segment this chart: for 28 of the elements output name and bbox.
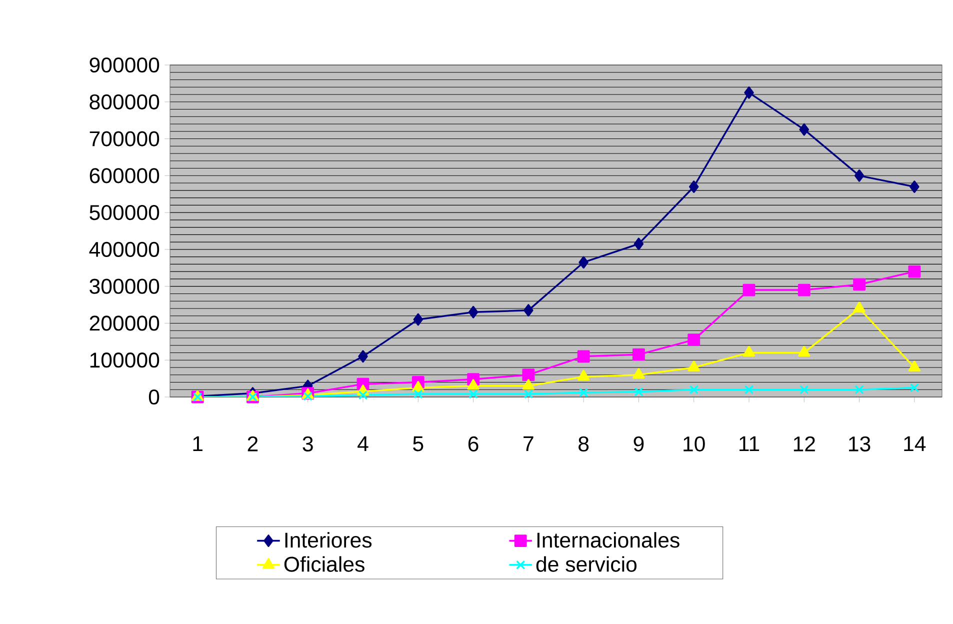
x-tick-label: 2 [248, 436, 258, 452]
legend-label: Internacionales [537, 532, 680, 548]
y-tick-label: 100000 [90, 352, 160, 368]
x-tick-label: 3 [302, 436, 313, 452]
y-tick-label: 400000 [89, 242, 160, 257]
x-tick-label: 13 [849, 436, 870, 452]
x-tick-label: 11 [740, 436, 760, 452]
legend-label: Oficiales [284, 556, 364, 572]
x-tick-label: 4 [358, 436, 368, 452]
x-tick-label: 8 [578, 436, 589, 452]
y-tick-label: 500000 [90, 205, 160, 220]
x-tick-label: 14 [904, 436, 926, 452]
y-tick-label: 300000 [90, 278, 160, 294]
legend-label: Interiores [285, 532, 372, 548]
x-tick-label: 10 [684, 436, 705, 452]
y-tick-label: 800000 [90, 94, 160, 110]
x-tick-label: 6 [468, 436, 478, 452]
x-tick-label: 9 [634, 436, 644, 452]
y-tick-label: 200000 [90, 316, 160, 331]
x-tick-label: 5 [413, 436, 424, 452]
legend-label: de servicio [536, 556, 637, 572]
x-tick-label: 12 [794, 436, 815, 452]
y-tick-label: 0 [148, 389, 160, 405]
y-tick-label: 700000 [90, 131, 160, 146]
y-tick-label: 900000 [90, 57, 160, 73]
y-tick-label: 600000 [90, 168, 160, 184]
x-tick-label: 7 [524, 436, 534, 452]
x-tick-label: 1 [193, 436, 202, 452]
